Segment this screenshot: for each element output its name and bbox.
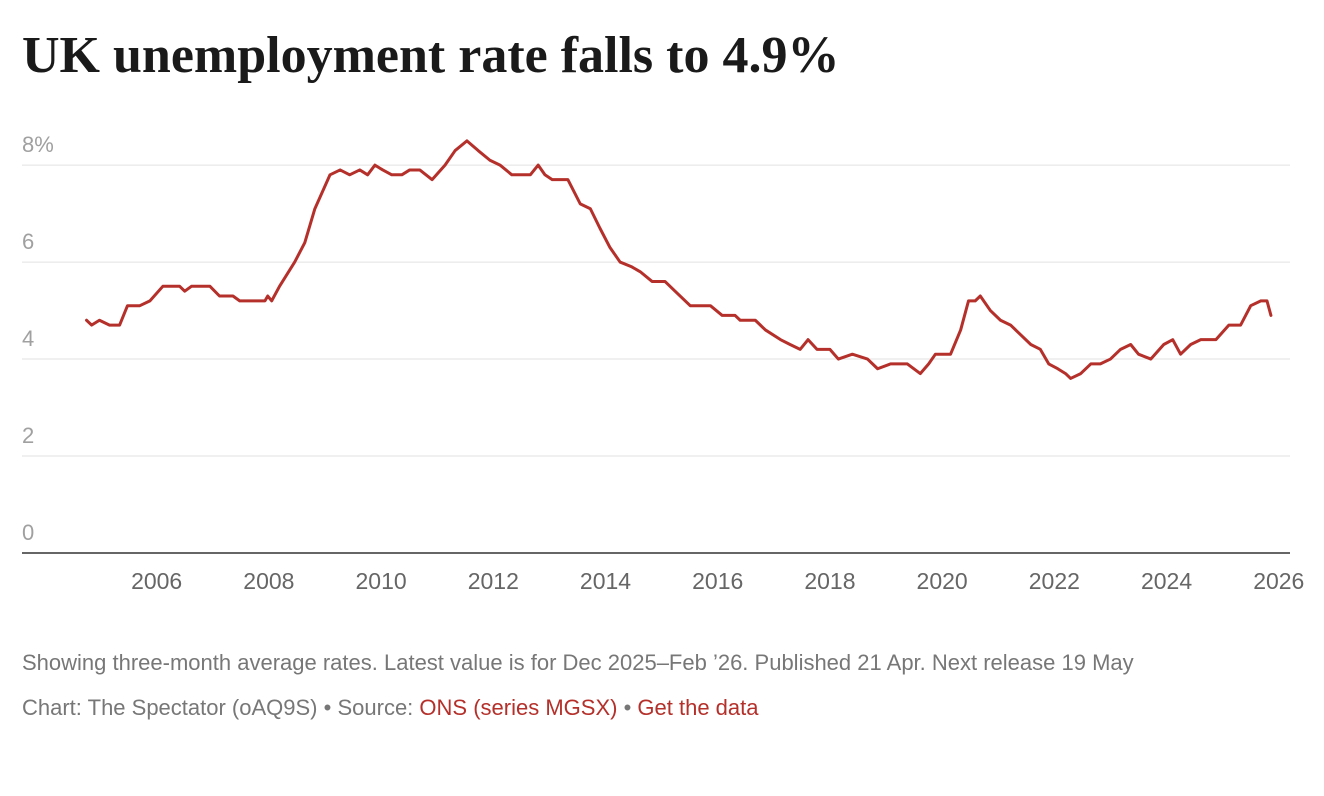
separator: •: [623, 695, 632, 720]
x-tick-label: 2020: [917, 568, 968, 594]
note: Showing three-month average rates. Lates…: [22, 650, 1134, 675]
source-link[interactable]: ONS (series MGSX): [419, 695, 618, 720]
y-tick-label: 4: [22, 326, 34, 351]
x-tick-label: 2018: [804, 568, 855, 594]
credit-line: Chart: The Spectator (oAQ9S) • Source: O…: [22, 690, 1282, 725]
y-tick-label: 8%: [22, 132, 54, 157]
x-tick-label: 2012: [468, 568, 519, 594]
x-tick-label: 2024: [1141, 568, 1192, 594]
separator: •: [323, 695, 332, 720]
line: [85, 139, 1273, 380]
x-tick-label: 2010: [355, 568, 406, 594]
x-tick-label: 2014: [580, 568, 631, 594]
y-tick-label: 2: [22, 423, 34, 448]
x-tick-label: 2026: [1253, 568, 1304, 594]
x-tick-label: 2022: [1029, 568, 1080, 594]
y-tick-label: 0: [22, 520, 34, 545]
data-link[interactable]: Get the data: [637, 695, 759, 720]
source-label: Source:: [337, 695, 414, 720]
x-tick-label: 2008: [243, 568, 294, 594]
x-tick-label: 2016: [692, 568, 743, 594]
credit: Chart: The Spectator (oAQ9S): [22, 695, 318, 720]
footer: Showing three-month average rates. Lates…: [22, 645, 1282, 725]
x-tick-label: 2006: [131, 568, 182, 594]
y-tick-label: 6: [22, 229, 34, 254]
chart: UK unemployment rate falls to 4.9% 0 2 4 6 8…: [22, 27, 1304, 594]
chart-title: UK unemployment rate falls to 4.9%: [22, 27, 839, 84]
